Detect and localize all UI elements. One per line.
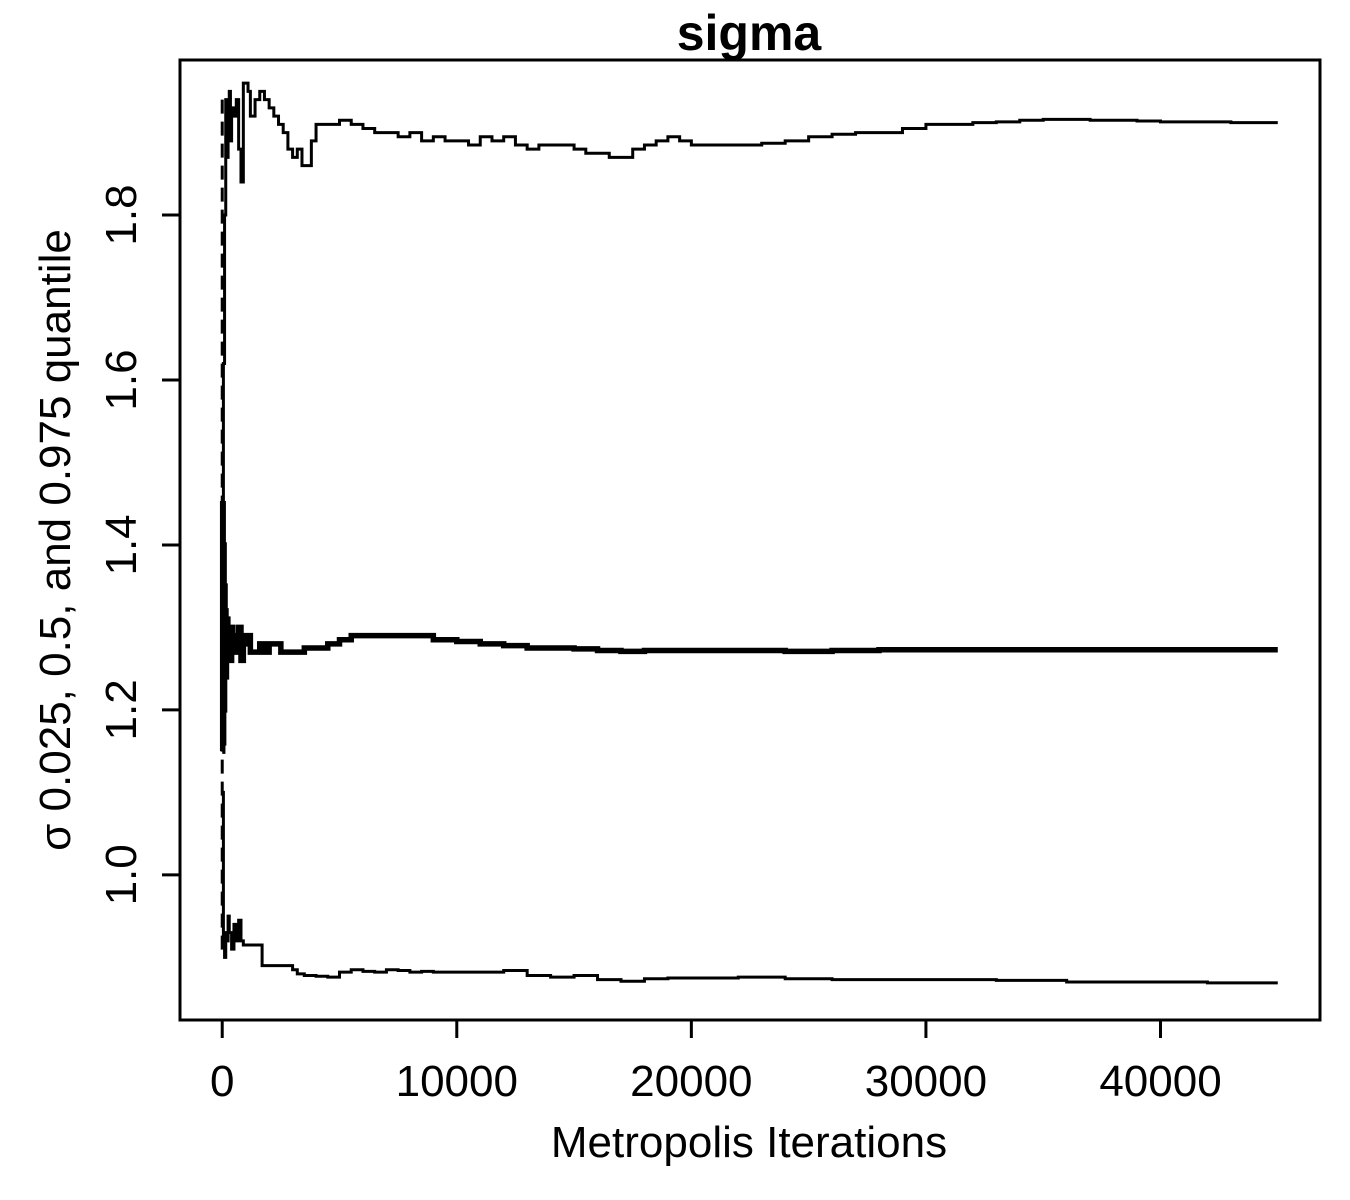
y-axis-title: σ 0.025, 0.5, and 0.975 quantile [31,229,80,851]
y-tick-label: 1.6 [97,349,146,410]
x-axis: 0 10000 20000 30000 40000 [210,1018,1222,1106]
y-tick-label: 1.4 [97,514,146,575]
chart-title: sigma [677,5,823,61]
y-tick-label: 1.8 [97,184,146,245]
x-tick-label: 20000 [630,1057,752,1106]
series-line-upper [221,81,1278,506]
x-axis-title: Metropolis Iterations [551,1118,947,1167]
series-line-median [219,500,1278,754]
x-tick-label: 0 [210,1057,234,1106]
x-tick-label: 40000 [1099,1057,1221,1106]
y-tick-label: 1.0 [97,844,146,905]
series-line-lower [221,790,1278,985]
x-tick-label: 30000 [865,1057,987,1106]
y-tick-label: 1.2 [97,679,146,740]
series-lines [219,81,1278,985]
y-axis: 1.0 1.2 1.4 1.6 1.8 [97,184,180,905]
x-tick-label: 10000 [396,1057,518,1106]
plot-frame [178,58,1322,1022]
